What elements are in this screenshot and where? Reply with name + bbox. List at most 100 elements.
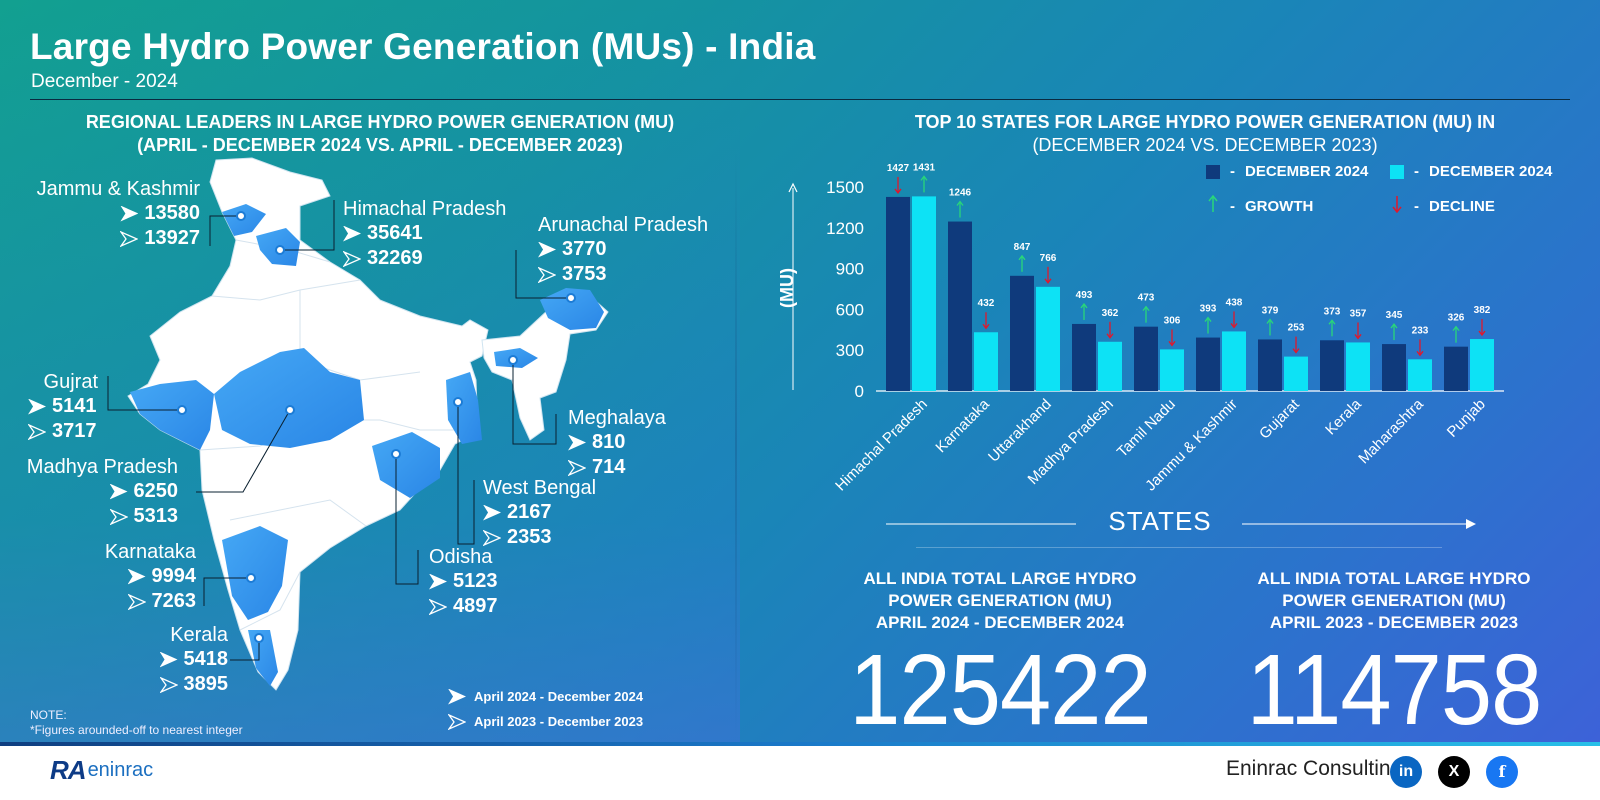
india-map — [107, 157, 609, 691]
chart-title-line2: (DECEMBER 2024 VS. DECEMBER 2023) — [1032, 135, 1378, 155]
total-current-label3: APRIL 2024 - DECEMBER 2024 — [875, 613, 1125, 632]
leader-lines — [107, 200, 571, 661]
region-previous-row: 3753 — [538, 262, 708, 287]
bar-dec-2023 — [1098, 341, 1122, 391]
bar-dec-2024 — [1444, 346, 1468, 391]
footer: RA eninrac Eninrac Consulting in X f — [0, 742, 1600, 800]
region-west-bengal: West Bengal 2167 2353 — [483, 477, 596, 550]
decline-arrowhead — [982, 323, 990, 330]
region-previous-row: 32269 — [343, 246, 506, 271]
current-arrow-icon — [109, 483, 128, 500]
x-icon[interactable]: X — [1438, 756, 1470, 788]
map-legend-current: April 2024 - December 2024 — [448, 684, 643, 709]
x-tick-label: Gujarat — [1256, 395, 1303, 442]
facebook-icon[interactable]: f — [1486, 756, 1518, 788]
region-name: West Bengal — [483, 477, 597, 499]
region-previous-value: 32269 — [367, 247, 423, 269]
bar-data-label: 253 — [1288, 323, 1305, 334]
y-axis-title: (MU) — [780, 268, 797, 308]
logo-mark: RA — [50, 754, 87, 785]
legend-dash: - — [1230, 197, 1235, 215]
region-name: Meghalaya — [568, 407, 666, 429]
region-current-row: 810 — [568, 430, 666, 455]
growth-arrowhead — [956, 200, 964, 206]
growth-arrowhead — [1452, 325, 1460, 332]
region-name: Odisha — [429, 546, 493, 568]
region-current-value: 6250 — [133, 480, 179, 502]
region-himachal-pradesh: Himachal Pradesh 35641 32269 — [343, 198, 506, 271]
map-title-line2: (APRIL - DECEMBER 2024 VS. APRIL - DECEM… — [137, 135, 623, 155]
panel-divider — [735, 150, 737, 740]
bar-data-label: 438 — [1226, 297, 1243, 308]
current-arrow-icon — [159, 651, 178, 668]
footer-accent-bar — [0, 742, 1600, 746]
previous-arrow-icon — [127, 593, 146, 610]
map-legend-current-label: April 2024 - December 2024 — [474, 689, 644, 704]
highlight-gujarat — [130, 380, 214, 450]
y-tick-label: 300 — [836, 341, 864, 360]
region-current-value: 2167 — [507, 501, 552, 523]
decline-arrowhead — [1354, 334, 1362, 340]
bar-dec-2023 — [912, 196, 936, 391]
linkedin-icon[interactable]: in — [1390, 756, 1422, 788]
region-name: Karnataka — [104, 541, 196, 563]
region-current-row: 3770 — [538, 237, 708, 262]
map-title-line1: REGIONAL LEADERS IN LARGE HYDRO POWER GE… — [85, 112, 675, 132]
region-previous-value: 3895 — [183, 673, 229, 695]
brand-name: Eninrac Consulting — [1226, 757, 1403, 780]
legend-series-b: - DECEMBER 2024 — [1390, 163, 1552, 180]
decline-arrow-icon — [1390, 195, 1404, 217]
region-dots — [177, 211, 576, 643]
note-text: *Figures arounded-off to nearest integer — [30, 723, 243, 737]
total-current: ALL INDIA TOTAL LARGE HYDRO POWER GENERA… — [800, 568, 1200, 740]
bar-data-label: 393 — [1200, 304, 1217, 315]
bar-dec-2024 — [1258, 339, 1282, 391]
bar-data-label: 847 — [1014, 242, 1031, 253]
region-name: Madhya Pradesh — [26, 456, 178, 478]
region-current-value: 3770 — [562, 238, 607, 260]
legend-dash: - — [1414, 197, 1419, 215]
bar-data-label: 1431 — [913, 162, 936, 173]
region-previous-value: 13927 — [144, 227, 200, 249]
x-tick-label: Tamil Nadu — [1114, 396, 1179, 461]
current-arrow-icon — [568, 434, 586, 451]
region-previous-row: 3717 — [28, 419, 98, 444]
bar-data-label: 473 — [1138, 293, 1155, 304]
previous-arrow-icon — [538, 266, 556, 283]
bar-data-label: 362 — [1102, 308, 1119, 319]
region-name: Gujrat — [43, 371, 98, 393]
logo-text: eninrac — [87, 758, 154, 781]
bar-data-label: 1246 — [949, 188, 972, 199]
region-current-row: 9994 — [96, 564, 196, 589]
y-tick-label: 900 — [836, 260, 864, 279]
bar-dec-2023 — [1284, 356, 1308, 391]
bar-data-label: 233 — [1412, 325, 1429, 336]
map-title: REGIONAL LEADERS IN LARGE HYDRO POWER GE… — [60, 111, 700, 157]
chart-title-line1: TOP 10 STATES FOR LARGE HYDRO POWER GENE… — [914, 112, 1496, 132]
x-tick-label: Karnataka — [932, 395, 993, 456]
y-tick-label: 1500 — [826, 178, 864, 197]
region-previous-value: 2353 — [507, 526, 552, 548]
bar-dec-2024 — [1196, 337, 1220, 391]
previous-arrow-icon — [429, 598, 447, 615]
page-subtitle: December - 2024 — [31, 71, 178, 92]
legend-growth: - GROWTH — [1206, 194, 1313, 217]
region-previous-value: 5313 — [133, 505, 179, 527]
region-name: Kerala — [170, 624, 228, 646]
region-previous-row: 13927 — [30, 226, 200, 251]
legend-dash: - — [1414, 163, 1419, 180]
growth-arrowhead — [1328, 319, 1336, 325]
region-previous-value: 3753 — [562, 263, 607, 285]
states-axis-decoration — [886, 519, 1476, 548]
region-current-row: 13580 — [30, 201, 200, 226]
previous-arrow-icon — [568, 459, 586, 476]
bar-data-label: 493 — [1076, 290, 1093, 301]
region-gujrat: Gujrat 5141 3717 — [28, 371, 98, 444]
bar-data-label: 345 — [1386, 310, 1403, 321]
highlight-karnataka — [222, 526, 288, 620]
bar-dec-2024 — [948, 221, 972, 391]
region-current-value: 5418 — [183, 648, 229, 670]
company-logo[interactable]: RA eninrac — [50, 752, 153, 788]
map-legend-previous: April 2023 - December 2023 — [447, 709, 643, 734]
region-previous-row: 2353 — [483, 525, 596, 550]
